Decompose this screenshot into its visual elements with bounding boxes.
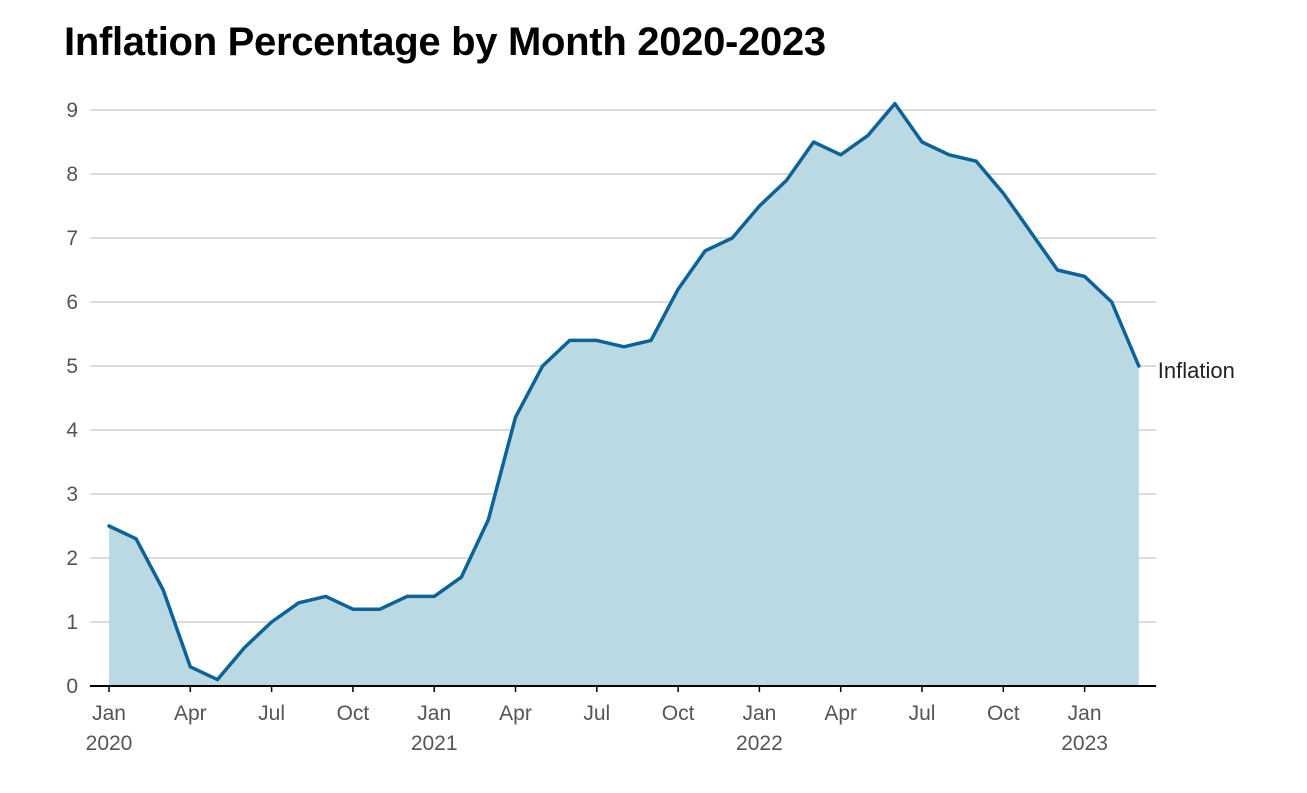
data-point [893, 102, 897, 106]
data-point [1028, 230, 1032, 234]
x-tick-month: Oct [662, 702, 695, 725]
data-point [459, 575, 463, 579]
data-point [676, 287, 680, 291]
data-point [134, 537, 138, 541]
data-point [243, 646, 247, 650]
y-tick-label: 6 [66, 291, 78, 314]
inflation-area-fill [109, 103, 1139, 687]
x-tick-month: Apr [499, 702, 532, 725]
data-point [839, 153, 843, 157]
chart-title: Inflation Percentage by Month 2020-2023 [64, 20, 826, 64]
y-tick-label: 1 [66, 611, 78, 634]
data-point [622, 345, 626, 349]
data-point [920, 140, 924, 144]
data-point [974, 159, 978, 163]
x-tick-month: Jan [1068, 702, 1102, 725]
x-tick-month: Apr [824, 702, 857, 725]
y-tick-label: 5 [66, 355, 78, 378]
data-point [514, 415, 518, 419]
x-tick-year: 2022 [736, 732, 783, 755]
data-point [107, 524, 111, 528]
data-point [947, 153, 951, 157]
y-tick-label: 0 [66, 675, 78, 698]
x-tick-month: Jul [583, 702, 610, 725]
data-point [541, 364, 545, 368]
x-tick-month: Jan [92, 702, 126, 725]
data-point [649, 338, 653, 342]
y-tick-label: 2 [66, 547, 78, 570]
y-tick-label: 8 [66, 163, 78, 186]
data-point [1137, 364, 1141, 368]
series-label-inflation: Inflation [1158, 358, 1235, 383]
data-point [866, 134, 870, 138]
data-point [351, 607, 355, 611]
x-tick-year: 2023 [1061, 732, 1108, 755]
data-point [757, 204, 761, 208]
data-point [595, 338, 599, 342]
data-point [270, 620, 274, 624]
data-point [405, 594, 409, 598]
data-point [1083, 274, 1087, 278]
data-point [378, 607, 382, 611]
y-tick-label: 9 [66, 99, 78, 122]
data-point [486, 518, 490, 522]
x-tick-year: 2020 [86, 732, 133, 755]
y-tick-label: 7 [66, 227, 78, 250]
x-tick-month: Jul [258, 702, 285, 725]
data-point [297, 601, 301, 605]
y-tick-label: 3 [66, 483, 78, 506]
x-tick-month: Oct [337, 702, 370, 725]
x-tick-month: Jul [909, 702, 936, 725]
data-point [161, 588, 165, 592]
data-point [1056, 268, 1060, 272]
data-point [1110, 300, 1114, 304]
x-tick-month: Oct [987, 702, 1020, 725]
data-point [324, 594, 328, 598]
x-tick-month: Apr [174, 702, 207, 725]
data-point [812, 140, 816, 144]
data-point [568, 338, 572, 342]
data-point [730, 236, 734, 240]
data-point [1001, 191, 1005, 195]
inflation-line [107, 101, 1141, 682]
x-tick-month: Jan [417, 702, 451, 725]
y-tick-label: 4 [66, 419, 78, 442]
data-point [215, 678, 219, 682]
data-point [188, 665, 192, 669]
x-tick-year: 2021 [411, 732, 458, 755]
data-point [432, 594, 436, 598]
data-point [785, 178, 789, 182]
data-point [703, 249, 707, 253]
x-tick-month: Jan [742, 702, 776, 725]
